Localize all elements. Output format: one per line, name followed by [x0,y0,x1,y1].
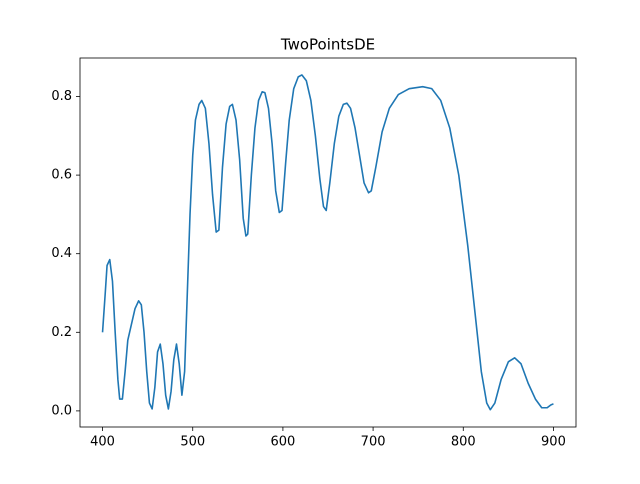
x-tick-label: 800 [451,435,476,450]
y-tick-label: 0.6 [51,168,72,183]
y-tick-label: 0.8 [51,89,72,104]
x-tick-label: 700 [361,435,386,450]
y-tick-label: 0.2 [51,325,72,340]
x-tick-label: 400 [90,435,115,450]
chart-title: TwoPointsDE [280,36,375,54]
axes-frame [79,57,577,428]
x-tick-label: 900 [541,435,566,450]
x-tick-label: 600 [270,435,295,450]
line-series [101,74,554,411]
x-tick-label: 500 [180,435,205,450]
y-tick-label: 0.0 [51,403,72,418]
y-tick-label: 0.4 [51,246,72,261]
